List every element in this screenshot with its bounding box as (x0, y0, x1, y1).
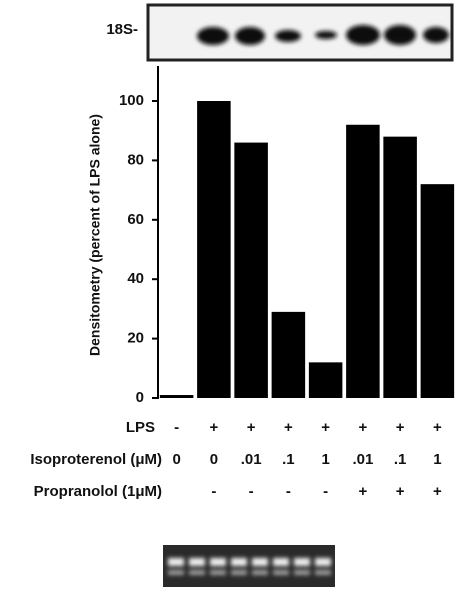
treatment-value: .1 (282, 451, 295, 468)
treatment-value: + (396, 483, 405, 500)
y-tick-label: 20 (127, 330, 144, 347)
bar (383, 137, 417, 398)
row-label: Isoproterenol (μM) (30, 451, 162, 468)
bar (421, 184, 455, 398)
y-tick-label: 80 (127, 151, 144, 168)
bottom-gel (163, 545, 335, 587)
treatment-value: + (209, 419, 218, 436)
treatment-value: 1 (433, 451, 441, 468)
treatment-value: + (396, 419, 405, 436)
treatment-value: 1 (321, 451, 329, 468)
treatment-value: + (358, 483, 367, 500)
treatment-value: - (249, 483, 254, 500)
treatment-value: + (284, 419, 293, 436)
y-tick-label: 60 (127, 211, 144, 228)
bar (272, 312, 306, 398)
chart: 18S- Densitometry (percent of LPS alone)… (0, 0, 456, 593)
y-tick-label: 100 (119, 92, 144, 109)
treatment-value: .01 (352, 451, 373, 468)
treatment-value: .01 (241, 451, 262, 468)
treatment-value: 0 (210, 451, 218, 468)
y-tick-label: 0 (136, 389, 144, 406)
treatment-value: + (358, 419, 367, 436)
treatment-value: - (286, 483, 291, 500)
bar (197, 101, 231, 398)
treatment-value: + (321, 419, 330, 436)
y-tick-label: 40 (127, 270, 144, 287)
bar (234, 143, 268, 398)
row-label: Propranolol (1μM) (34, 483, 162, 500)
treatment-value: - (323, 483, 328, 500)
bar (160, 395, 194, 398)
treatment-value: 0 (172, 451, 180, 468)
gel-label: 18S- (106, 21, 138, 38)
bar (309, 362, 343, 398)
treatment-value: - (211, 483, 216, 500)
treatment-value: + (247, 419, 256, 436)
treatment-value: + (433, 419, 442, 436)
top-gel (148, 5, 452, 60)
treatment-value: - (174, 419, 179, 436)
row-label: LPS (126, 419, 155, 436)
treatment-value: .1 (394, 451, 407, 468)
bar (346, 125, 380, 398)
y-axis-label: Densitometry (percent of LPS alone) (87, 114, 103, 356)
treatment-value: + (433, 483, 442, 500)
